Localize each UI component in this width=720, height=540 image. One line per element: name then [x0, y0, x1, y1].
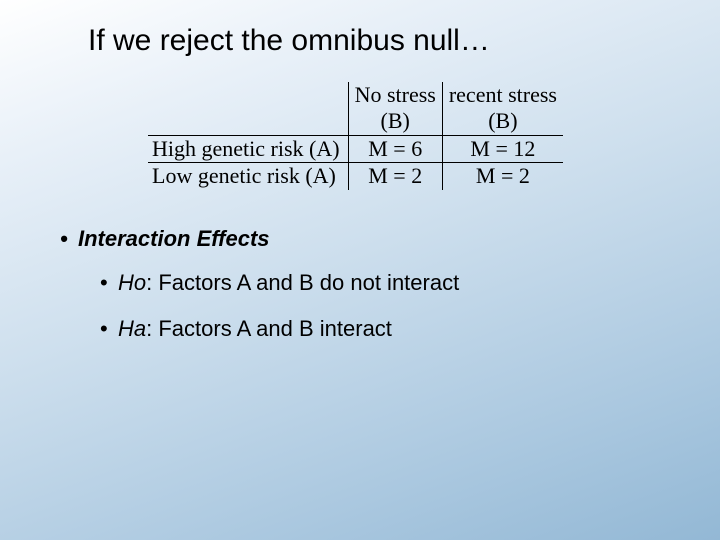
bullet-dot-icon: •: [60, 226, 78, 252]
table-row1-label: High genetic risk (A): [148, 135, 348, 162]
col2-line1: recent stress: [449, 82, 557, 108]
bullet-ha: •Ha: Factors A and B interact: [100, 316, 720, 342]
ha-label: Ha: [118, 316, 146, 341]
bullet-ho: •Ho: Factors A and B do not interact: [100, 270, 720, 296]
col1-line2: (B): [355, 108, 436, 134]
section-label: Interaction Effects: [78, 226, 270, 251]
bullet-dot-icon: •: [100, 316, 118, 342]
bullet-section: •Interaction Effects: [60, 226, 720, 252]
col1-line1: No stress: [355, 82, 436, 108]
slide-title: If we reject the omnibus null…: [88, 24, 720, 58]
col2-line2: (B): [449, 108, 557, 134]
bullet-dot-icon: •: [100, 270, 118, 296]
table-corner-empty: [148, 82, 348, 135]
bullet-list: •Interaction Effects •Ho: Factors A and …: [60, 226, 720, 342]
slide: If we reject the omnibus null… No stress…: [0, 0, 720, 540]
ha-text: : Factors A and B interact: [146, 316, 392, 341]
anova-table: No stress (B) recent stress (B) High gen…: [148, 82, 720, 190]
table-row2-col1: M = 2: [348, 163, 442, 190]
table-row2-col2: M = 2: [442, 163, 563, 190]
table-header-col2: recent stress (B): [442, 82, 563, 135]
table-row1-col1: M = 6: [348, 135, 442, 162]
table: No stress (B) recent stress (B) High gen…: [148, 82, 563, 190]
table-row2-label: Low genetic risk (A): [148, 163, 348, 190]
table-header-col1: No stress (B): [348, 82, 442, 135]
ho-text: : Factors A and B do not interact: [146, 270, 459, 295]
ho-label: Ho: [118, 270, 146, 295]
table-row1-col2: M = 12: [442, 135, 563, 162]
